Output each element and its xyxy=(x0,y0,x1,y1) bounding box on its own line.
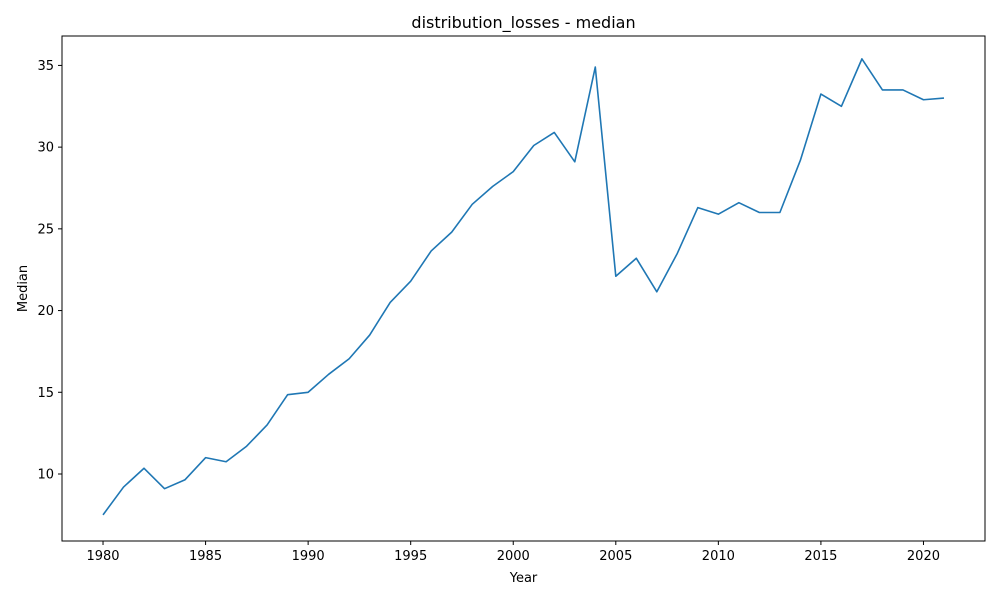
x-tick-label: 2005 xyxy=(599,549,632,564)
x-tick-label: 1990 xyxy=(292,549,325,564)
x-tick-label: 2015 xyxy=(804,549,837,564)
chart-title: distribution_losses - median xyxy=(411,13,635,33)
y-tick-label: 35 xyxy=(37,59,54,74)
x-tick-label: 2010 xyxy=(702,549,735,564)
y-tick-label: 10 xyxy=(37,467,54,482)
y-tick-label: 30 xyxy=(37,141,54,156)
x-tick-label: 1985 xyxy=(189,549,222,564)
x-tick-label: 1980 xyxy=(86,549,119,564)
x-tick-label: 2000 xyxy=(497,549,530,564)
y-tick-label: 15 xyxy=(37,386,54,401)
y-axis-label: Median xyxy=(16,265,31,312)
x-axis-label: Year xyxy=(509,571,538,586)
x-tick-label: 1995 xyxy=(394,549,427,564)
x-tick-label: 2020 xyxy=(907,549,940,564)
y-tick-label: 25 xyxy=(37,222,54,237)
y-tick-label: 20 xyxy=(37,304,54,319)
